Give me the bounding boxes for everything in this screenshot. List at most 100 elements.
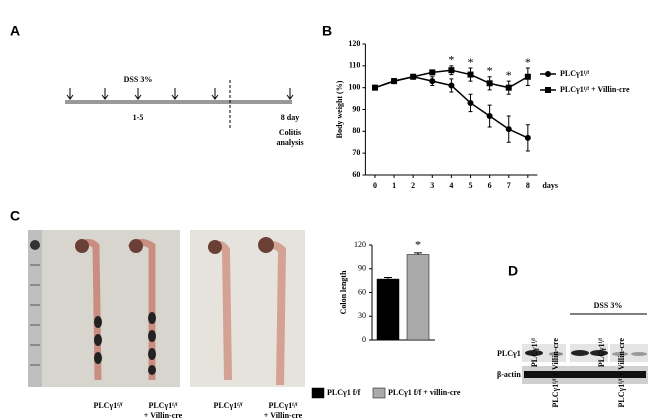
blot-strip: [610, 344, 648, 362]
x-tick-label: 1: [392, 181, 396, 190]
photo-label: + Villin-cre: [144, 411, 183, 420]
x-tick-label: 7: [507, 181, 511, 190]
photo: [28, 230, 180, 387]
band: [590, 350, 608, 356]
marker: [486, 113, 493, 120]
significance-mark: *: [468, 55, 474, 69]
legend-label: PLCγ1 f/f: [327, 388, 361, 397]
y-tick-label: 110: [349, 61, 361, 70]
marker: [486, 80, 493, 87]
ruler: [28, 230, 42, 387]
arrows: [66, 88, 294, 100]
y-tick-label: 0: [362, 335, 366, 344]
marker: [467, 71, 474, 78]
treatment-label: DSS 3%: [124, 75, 153, 84]
blot-lane-label: PLCγ1ᶠ/ᶠ + Villin-cre: [617, 338, 626, 408]
photo-label: PLCγ1ᶠ/ᶠ: [213, 401, 243, 410]
error-bar: [384, 276, 392, 280]
bar: [376, 278, 400, 341]
marker: [391, 78, 398, 85]
significance-mark: *: [487, 64, 493, 78]
marker: [429, 78, 436, 85]
marker: [410, 73, 417, 80]
y-tick-label: 90: [352, 104, 360, 113]
x-axis-label: days: [542, 181, 558, 190]
band: [549, 352, 563, 356]
panel-label: C: [10, 208, 20, 224]
x-tick-label: 6: [488, 181, 492, 190]
y-tick-label: 120: [354, 240, 366, 249]
photo-label: PLCγ1ᶠ/ᶠ: [268, 401, 298, 410]
panel-label: B: [322, 23, 332, 39]
blot-treatment: DSS 3%: [594, 301, 623, 310]
y-tick-label: 70: [352, 148, 360, 157]
timeline: [65, 80, 294, 130]
y-axis-label: Colon length: [339, 270, 348, 314]
photo-label: PLCγ1ᶠ/ᶠ: [148, 401, 178, 410]
caecum: [258, 237, 274, 253]
marker: [467, 99, 474, 106]
blot-strip: [522, 344, 566, 362]
x-tick-label: 0: [373, 181, 377, 190]
photo-background: [28, 230, 180, 387]
marker: [524, 134, 531, 141]
bar: [406, 254, 430, 341]
legend-marker: [545, 87, 551, 93]
significance-mark: *: [506, 68, 512, 82]
x-tick-label: 4: [449, 181, 453, 190]
band: [525, 350, 543, 356]
legend-label: PLCγ1 f/f + villin-cre: [388, 388, 461, 397]
days-label: 1-5: [133, 113, 144, 122]
band: [631, 352, 647, 356]
x-tick-label: 2: [411, 181, 415, 190]
legend-swatch: [311, 387, 325, 399]
ruler-marker: [30, 240, 40, 250]
caecum: [129, 239, 143, 253]
x-tick-label: 5: [469, 181, 473, 190]
blot-lane-label: PLCγ1ᶠ/ᶠ: [597, 338, 606, 368]
band: [524, 371, 646, 378]
marker: [524, 73, 531, 80]
panel-label: A: [10, 23, 20, 39]
significance-mark: *: [415, 238, 421, 252]
y-tick-label: 120: [348, 39, 360, 48]
caecum: [75, 239, 89, 253]
blot-lane-label: PLCγ1ᶠ/ᶠ + Villin-cre: [551, 338, 560, 408]
photo-background: [190, 230, 305, 387]
legend-label: PLCγ1ᶠ/ᶠ + Villin-cre: [560, 85, 630, 94]
y-tick-label: 80: [352, 126, 360, 135]
photo-label: PLCγ1ᶠ/ᶠ: [93, 401, 123, 410]
marker: [429, 69, 436, 76]
error-bar: [414, 252, 422, 255]
marker: [448, 82, 455, 89]
y-tick-label: 30: [358, 311, 366, 320]
legend-label: PLCγ1ᶠ/ᶠ: [560, 69, 590, 78]
y-tick-label: 60: [352, 170, 360, 179]
analysis-label: Colitis: [279, 128, 301, 137]
y-tick-label: 90: [358, 264, 366, 273]
endpoint-label: 8 day: [281, 113, 299, 122]
photo-label: + Villin-cre: [264, 411, 303, 420]
legend-marker: [545, 71, 551, 77]
blot-lane-label: PLCγ1ᶠ/ᶠ: [530, 338, 539, 368]
y-axis-label: Body weight (%): [335, 80, 344, 138]
blot-row-label: β-actin: [497, 370, 521, 379]
y-tick-label: 60: [358, 287, 366, 296]
panel-label: D: [508, 263, 518, 279]
y-tick-label: 100: [348, 82, 360, 91]
caecum: [208, 240, 222, 254]
significance-mark: *: [448, 53, 454, 67]
band: [571, 350, 589, 356]
pellets: [94, 312, 156, 375]
band: [612, 352, 628, 356]
analysis-label: analysis: [276, 138, 303, 147]
marker: [505, 84, 512, 91]
blot-row-label: PLCγ1: [497, 349, 521, 358]
western-blot: [522, 313, 648, 384]
x-tick-label: 3: [430, 181, 434, 190]
x-tick-label: 8: [526, 181, 530, 190]
significance-mark: *: [525, 55, 531, 69]
marker: [505, 126, 512, 133]
